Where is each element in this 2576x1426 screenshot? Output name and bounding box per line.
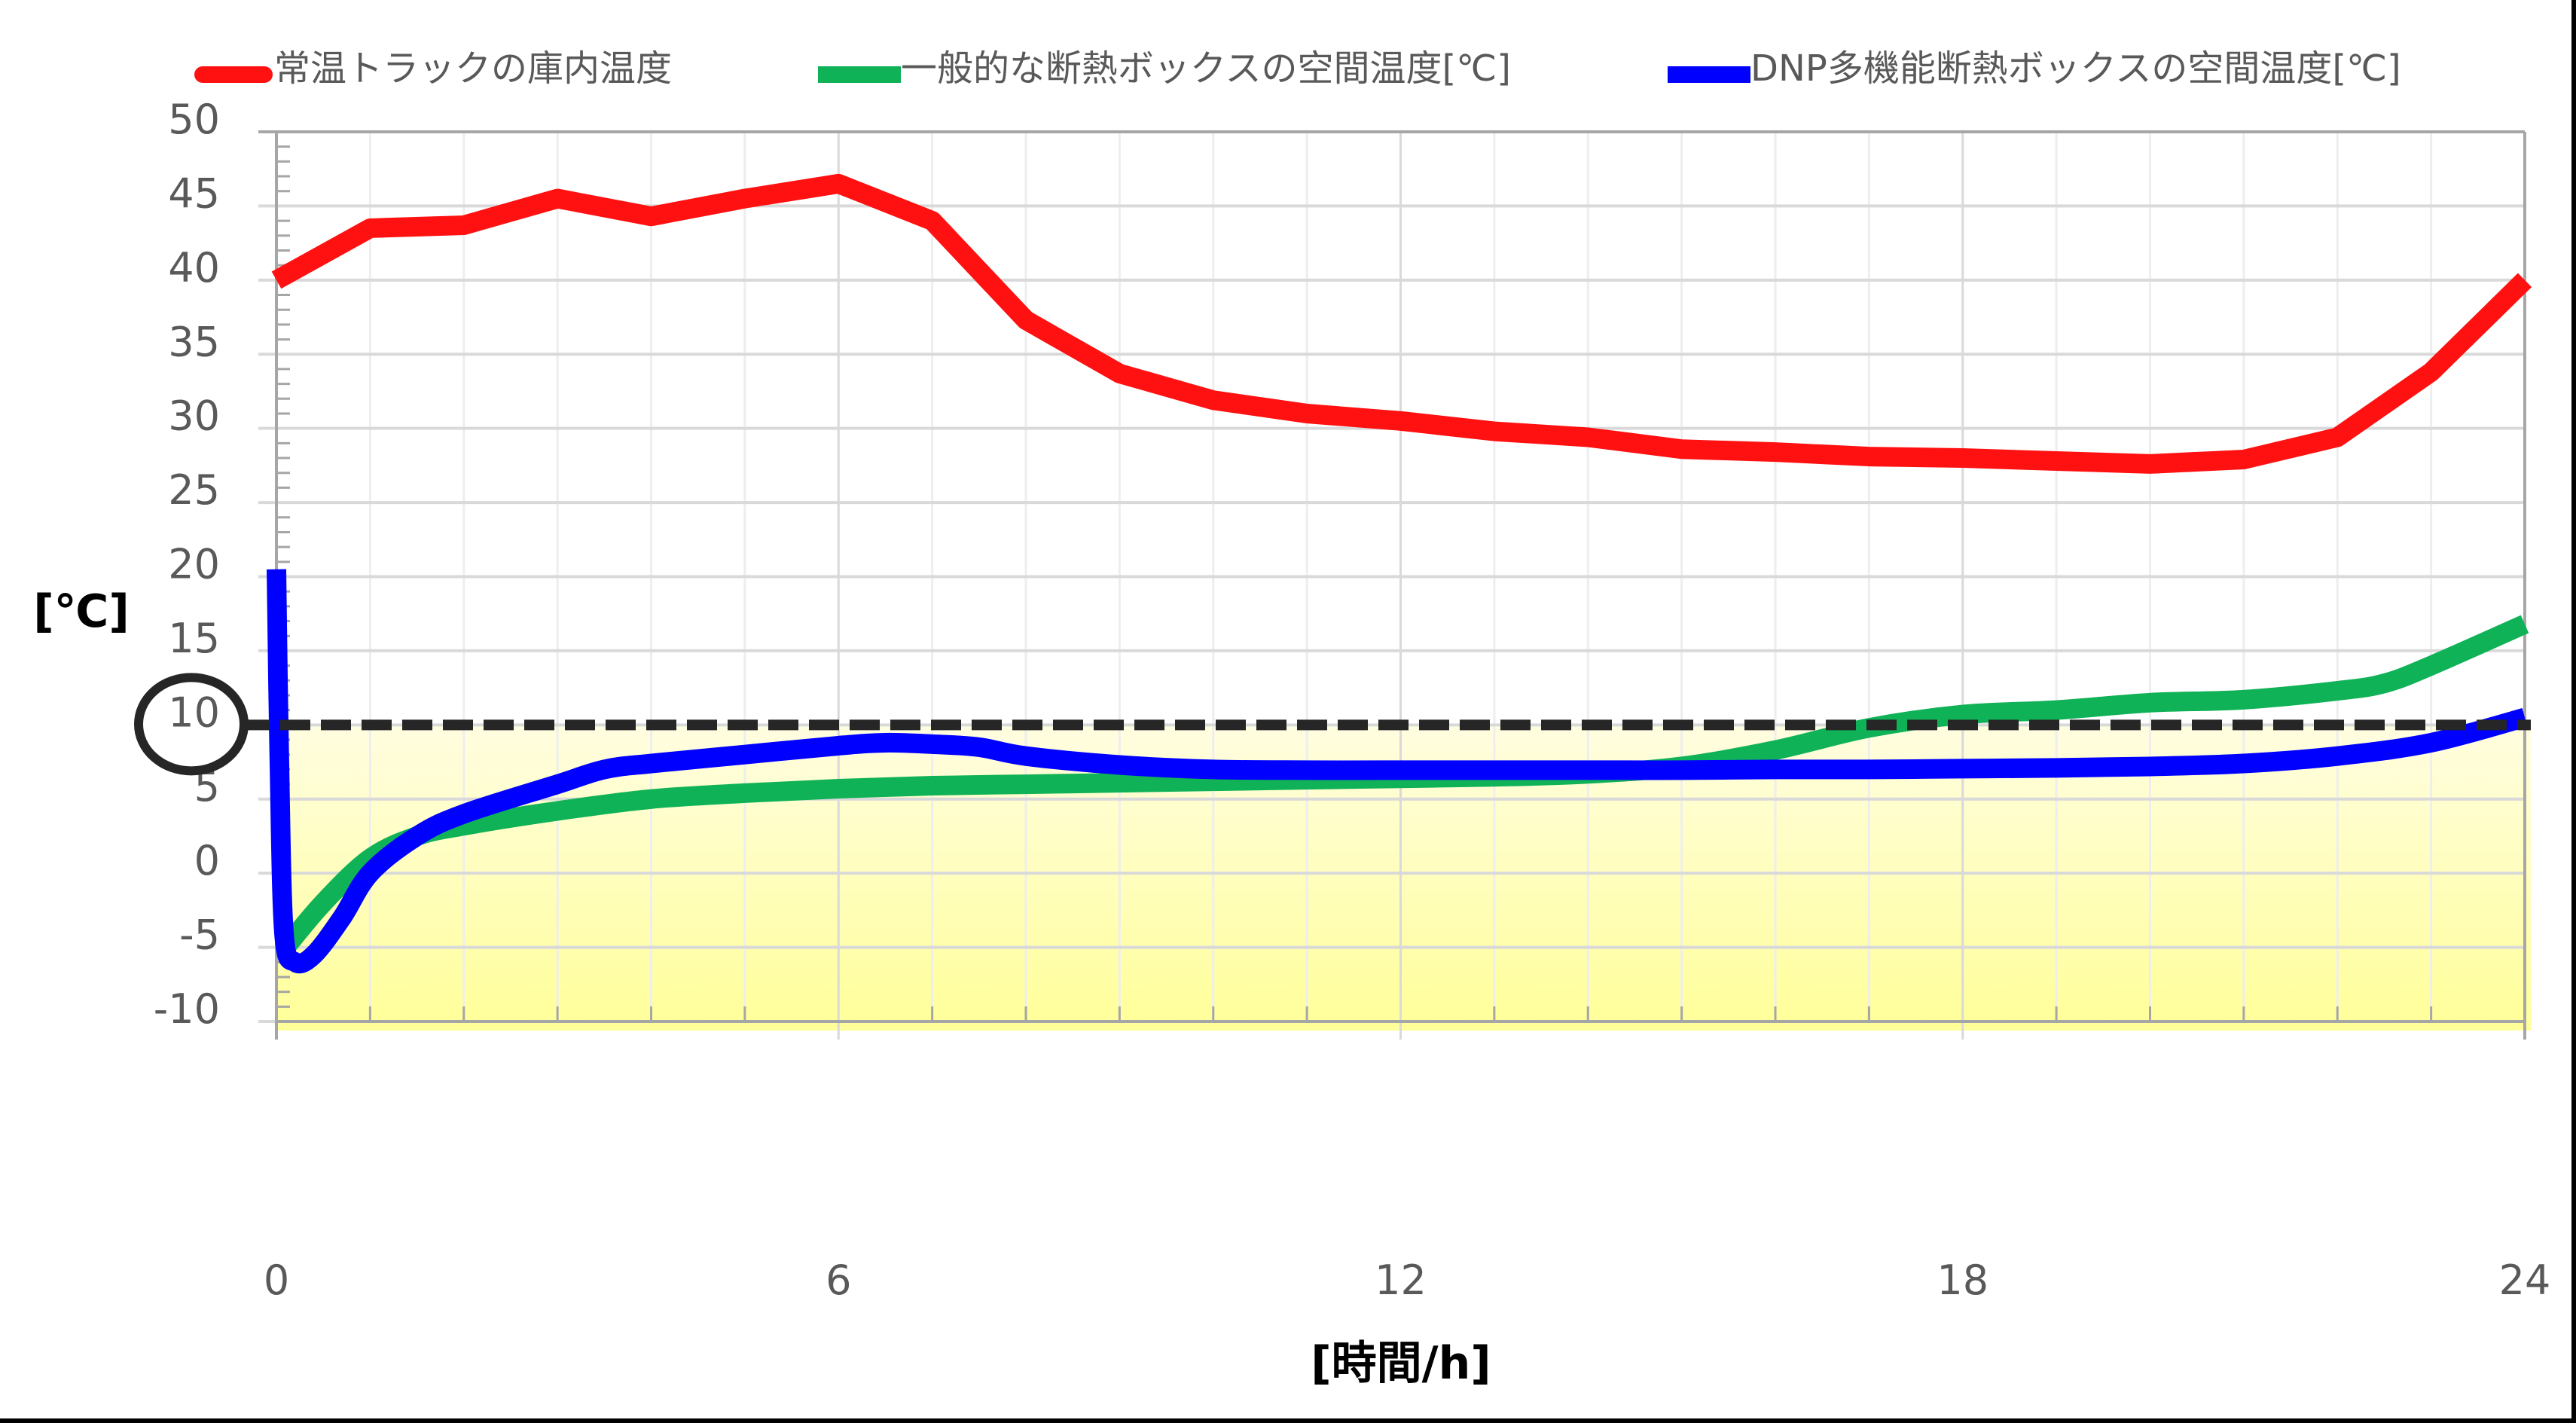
y-tick-label: -5 bbox=[179, 911, 220, 959]
y-tick-label: 45 bbox=[168, 169, 220, 217]
legend-label: 一般的な断熱ボックスの空間温度[℃] bbox=[901, 47, 1511, 90]
x-tick-label: 18 bbox=[1937, 1257, 1988, 1304]
series-truck-line bbox=[271, 173, 2532, 474]
x-tick-label: 6 bbox=[826, 1257, 851, 1304]
highlight-circle-10 bbox=[134, 673, 249, 776]
legend-label: 常温トラックの庫内温度 bbox=[274, 47, 672, 90]
x-tick-label: 24 bbox=[2499, 1257, 2551, 1304]
legend-swatch-blue bbox=[1668, 66, 1750, 83]
legend-swatch-green bbox=[818, 66, 901, 83]
y-tick-label: 10 bbox=[168, 689, 220, 736]
series-dnp-box-line bbox=[267, 569, 2528, 974]
y-tick-label: 40 bbox=[168, 244, 220, 292]
frame-border-bottom bbox=[0, 1418, 2576, 1423]
y-tick-label: 0 bbox=[194, 837, 220, 884]
y-tick-label: -10 bbox=[154, 985, 220, 1033]
y-axis-title: [℃] bbox=[33, 585, 130, 638]
x-axis-title: [時間/h] bbox=[1311, 1337, 1491, 1390]
x-axis-tick-labels: 0 6 12 18 24 bbox=[264, 1257, 2551, 1304]
legend-label: DNP多機能断熱ボックスの空間温度[℃] bbox=[1750, 47, 2401, 90]
y-tick-label: 30 bbox=[168, 392, 220, 440]
y-tick-label: 25 bbox=[168, 466, 220, 514]
x-tick-label: 0 bbox=[264, 1257, 289, 1304]
legend-swatch-red bbox=[194, 66, 273, 83]
series-lines bbox=[267, 173, 2532, 974]
x-tick-label: 12 bbox=[1375, 1257, 1427, 1304]
legend: 常温トラックの庫内温度 一般的な断熱ボックスの空間温度[℃] DNP多機能断熱ボ… bbox=[194, 47, 2401, 90]
legend-item-truck: 常温トラックの庫内温度 bbox=[194, 47, 672, 90]
frame-border-right bbox=[2571, 0, 2576, 1423]
y-tick-label: 20 bbox=[168, 541, 220, 588]
legend-item-general-box: 一般的な断熱ボックスの空間温度[℃] bbox=[818, 47, 1511, 90]
y-tick-label: 35 bbox=[168, 318, 220, 365]
y-tick-label: 15 bbox=[168, 615, 220, 662]
legend-item-dnp-box: DNP多機能断熱ボックスの空間温度[℃] bbox=[1668, 47, 2401, 90]
y-tick-label: 50 bbox=[168, 96, 220, 143]
